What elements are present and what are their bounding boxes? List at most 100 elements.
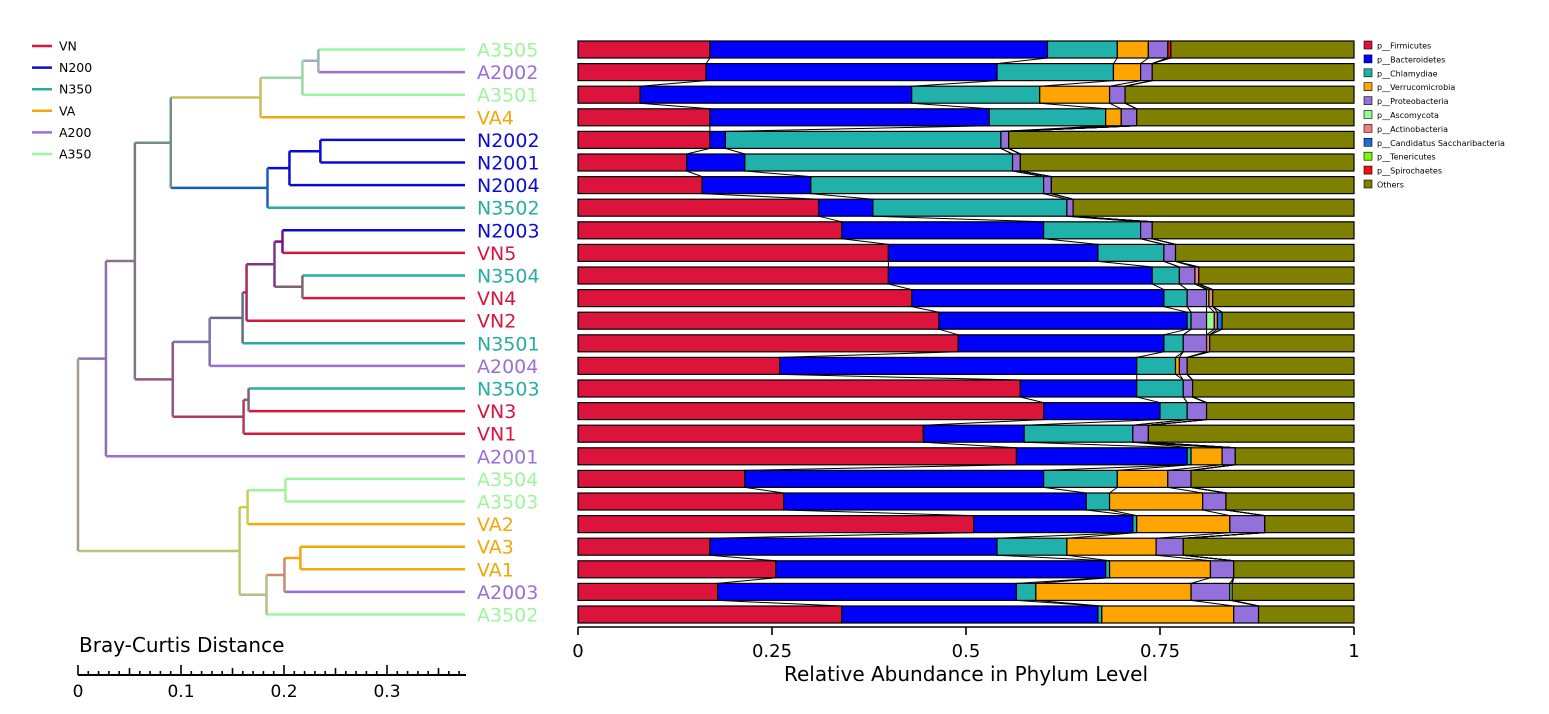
bar-segment-vn3-p-bacteroidetes — [1042, 402, 1161, 421]
bar-connector — [1209, 328, 1223, 336]
bar-segment-a3503-p-verrucomicrobia — [1108, 492, 1204, 511]
abundance-axis-tick-label: 0.75 — [1140, 641, 1180, 662]
bar-connector — [1086, 509, 1133, 517]
bar-connector — [1109, 80, 1141, 87]
group-legend: VN N200 N350 VA A200 A350 — [32, 39, 92, 162]
bar-segment-a3505-others — [1170, 40, 1355, 59]
bar-segment-va3-p-proteobacteria — [1155, 537, 1184, 556]
distance-axis: Bray-Curtis Distance 0 0.1 0.2 0.3 — [73, 633, 466, 702]
sample-label-a2004: A2004 — [477, 356, 538, 378]
sample-label-n2003: N2003 — [477, 220, 540, 242]
bar-segment-a3501-p-proteobacteria — [1108, 85, 1126, 104]
bar-segment-a2004-p-bacteroidetes — [779, 356, 1138, 375]
bar-segment-vn2-p-ascomycota — [1205, 311, 1215, 330]
bar-connector — [1186, 374, 1193, 381]
bar-connector — [686, 147, 711, 155]
phylum-legend-swatch-p-ascomycota — [1363, 110, 1373, 119]
bar-connector — [1190, 577, 1211, 584]
bar-segment-va3-p-verrucomicrobia — [1066, 537, 1157, 556]
bar-segment-a2003-p-firmicutes — [577, 582, 719, 602]
bar-connector — [1117, 464, 1192, 471]
bar-connector — [1152, 283, 1165, 291]
bar-segment-vn1-p-firmicutes — [577, 424, 924, 443]
bar-segment-a2004-others — [1186, 356, 1355, 375]
sample-label-n3501: N3501 — [477, 333, 540, 355]
bar-segment-vn4-p-firmicutes — [577, 289, 913, 308]
bar-connector — [1156, 554, 1211, 562]
phylum-legend-label-p-actinobacteria: p__Actinobacteria — [1377, 125, 1448, 134]
bar-connector — [1231, 577, 1235, 584]
bar-segment-a3502-p-verrucomicrobia — [1101, 605, 1235, 624]
bar-connector — [888, 283, 912, 291]
bar-connector — [1024, 419, 1161, 426]
sample-label-n2002: N2002 — [477, 130, 540, 152]
bar-connector — [1136, 351, 1164, 358]
bar-segment-va4-p-chlamydiae — [988, 108, 1107, 127]
bar-connector — [779, 351, 959, 358]
phylum-legend-swatch-p-spirochaetes — [1363, 165, 1373, 175]
bar-segment-a3503-others — [1225, 492, 1355, 511]
bar-connector — [1232, 599, 1259, 607]
bar-connector — [1190, 486, 1227, 494]
bar-segment-a2002-others — [1151, 62, 1355, 82]
bar-segment-a2001-others — [1234, 447, 1355, 466]
bar-connector — [872, 215, 1044, 223]
bar-connector — [1097, 260, 1153, 268]
bar-connector — [1167, 486, 1203, 494]
bar-segment-vn2-p-proteobacteria — [1190, 311, 1208, 330]
bar-connector — [779, 373, 1021, 381]
sample-label-va2: VA2 — [477, 514, 514, 536]
bar-connectors — [640, 57, 1265, 607]
bar-segment-a2004-p-firmicutes — [577, 356, 781, 375]
phylum-legend-swatch-p-candidatus-saccharibacteria — [1363, 138, 1373, 147]
bar-segment-n3502-p-chlamydiae — [872, 198, 1068, 217]
bar-segment-a3501-p-firmicutes — [577, 85, 641, 104]
bar-connector — [1016, 599, 1098, 607]
bar-segment-n2001-p-proteobacteria — [1011, 153, 1021, 172]
bar-segment-n2002-others — [1008, 130, 1355, 149]
bar-segment-a3505-p-bacteroidetes — [709, 40, 1049, 59]
bar-connector — [1132, 419, 1188, 426]
bar-segment-va4-p-verrucomicrobia — [1105, 108, 1122, 127]
bar-segment-vn3-p-chlamydiae — [1159, 402, 1188, 421]
bar-segment-a2003-p-verrucomicrobia — [1035, 582, 1192, 602]
bar-segment-vn5-p-proteobacteria — [1163, 243, 1177, 262]
bar-segment-vn2-p-bacteroidetes — [938, 311, 1188, 330]
sample-label-a3501: A3501 — [477, 85, 538, 107]
bar-connector — [1039, 80, 1114, 87]
bar-segment-a2001-p-firmicutes — [577, 447, 1018, 466]
phylum-legend: p__Firmicutes p__Bacteroidetes p__Chlamydi… — [1363, 40, 1505, 190]
bar-connector — [1182, 396, 1188, 403]
bar-segment-a3505-p-firmicutes — [577, 40, 711, 59]
phylum-legend-label-p-verrucomicrobia: p__Verrucomicrobia — [1377, 83, 1455, 92]
sample-label-a3503: A3503 — [477, 492, 538, 514]
bar-segment-n2004-others — [1050, 176, 1355, 195]
bar-segment-vn1-p-proteobacteria — [1132, 424, 1149, 443]
group-legend-label-vn: VN — [59, 39, 77, 54]
abundance-axis-tick-label: 0 — [572, 641, 583, 662]
phylum-legend-label-p-candidatus-saccharibacteria: p__Candidatus Saccharibacteria — [1377, 139, 1505, 148]
bar-segment-vn2-others — [1221, 311, 1355, 330]
bar-segment-n3501-p-firmicutes — [577, 334, 959, 353]
sample-labels: A3505A2002A3501VA4N2002N2001N2004N3502N2… — [477, 40, 540, 627]
bar-segment-n3501-p-bacteroidetes — [957, 334, 1165, 353]
distance-axis-tick-label: 0 — [73, 682, 84, 702]
bar-segment-n2004-p-chlamydiae — [810, 176, 1045, 195]
bar-segment-n3504-p-proteobacteria — [1178, 266, 1196, 285]
bar-connector — [1187, 351, 1210, 358]
distance-axis-tick-label: 0.3 — [373, 682, 400, 702]
bar-connector — [1012, 170, 1044, 178]
bar-connector — [997, 554, 1106, 562]
phylum-legend-swatch-p-tenericutes — [1363, 151, 1373, 161]
group-legend-label-n200: N200 — [59, 60, 92, 75]
abundance-axis-tick-label: 0.5 — [952, 641, 981, 662]
bar-segment-va3-p-firmicutes — [577, 537, 711, 556]
phylum-legend-label-p-ascomycota: p__Ascomycota — [1377, 111, 1439, 120]
group-legend-label-a200: A200 — [59, 125, 91, 140]
bar-connector — [1132, 441, 1223, 449]
bar-connector — [938, 328, 959, 336]
bar-connector — [1206, 328, 1215, 336]
bar-connector — [1175, 260, 1199, 268]
bar-connector — [1183, 554, 1234, 562]
